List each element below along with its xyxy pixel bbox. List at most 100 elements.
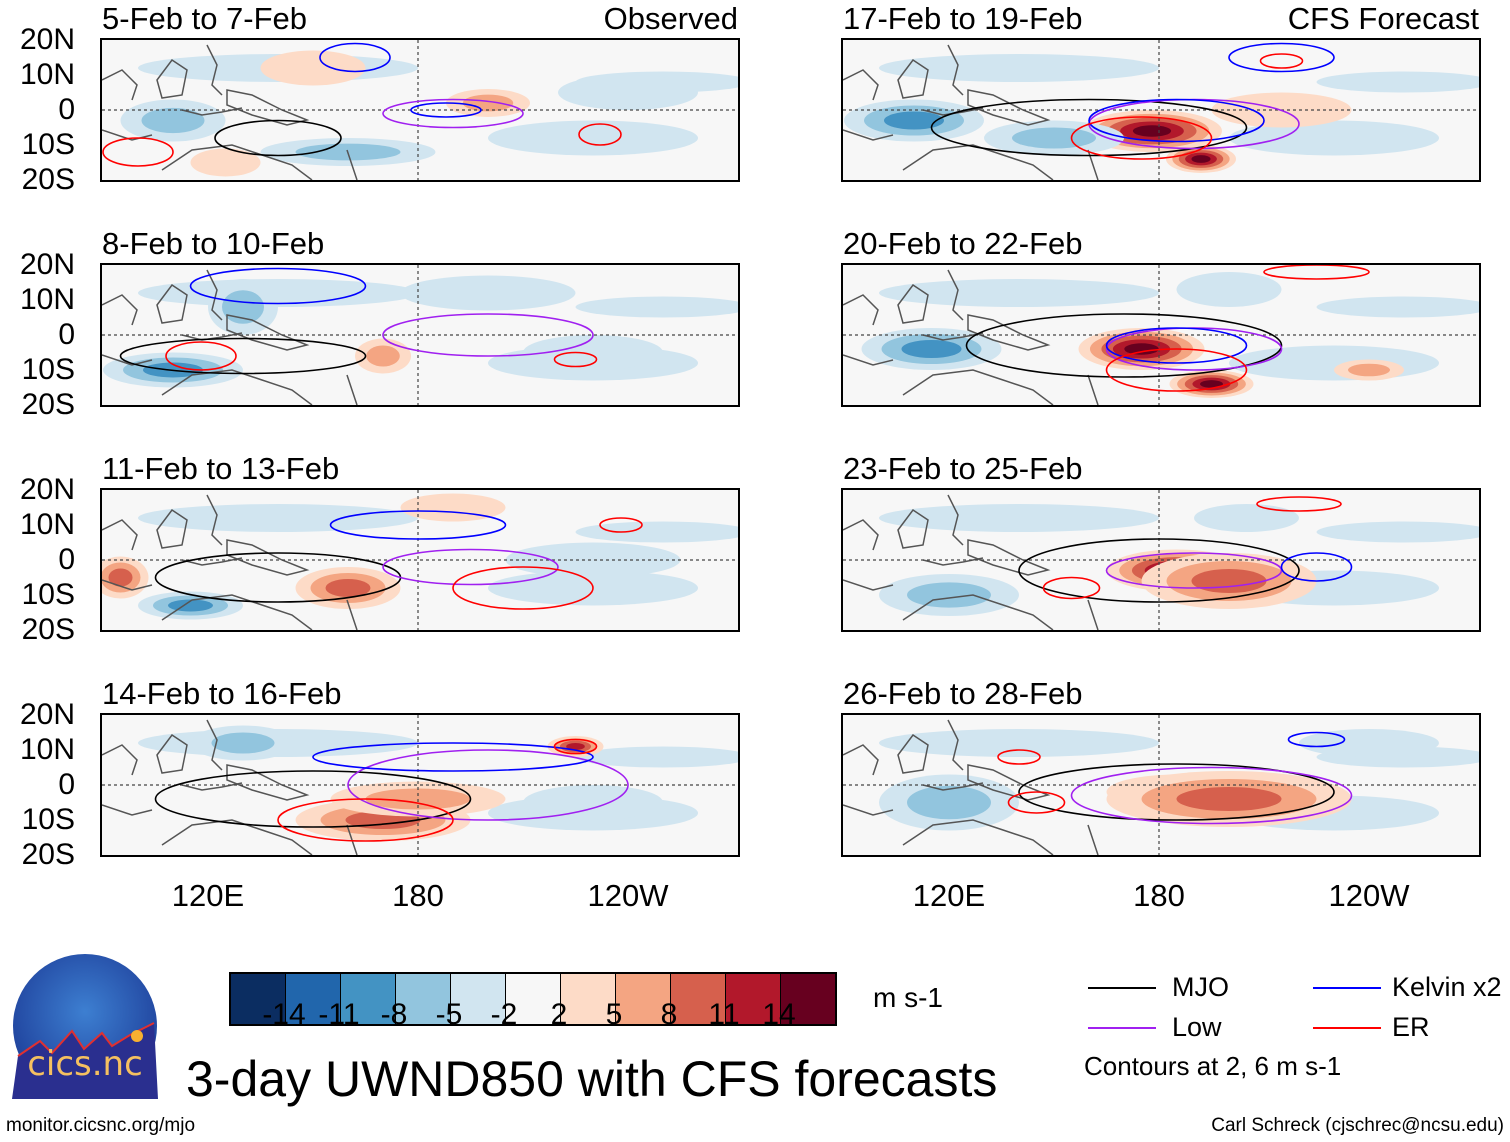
shading-blob xyxy=(211,732,275,754)
shading-blob xyxy=(879,54,1159,82)
shading-blob xyxy=(366,345,400,367)
shading-blob xyxy=(1124,343,1159,355)
map-panel xyxy=(841,713,1481,857)
map-panel xyxy=(100,38,740,182)
lon-tick-label: 120W xyxy=(587,878,669,913)
map-panel xyxy=(841,263,1481,407)
low-contour xyxy=(1105,552,1283,589)
kelvin-contour xyxy=(410,102,482,118)
kelvin-contour xyxy=(312,742,594,772)
er-contour xyxy=(1042,576,1101,600)
mjo-contour xyxy=(1018,763,1335,821)
kelvin-contour xyxy=(1105,327,1248,364)
er-contour xyxy=(1259,53,1304,69)
footer-credit: Carl Schreck (cjschrec@ncsu.edu) xyxy=(1211,1115,1504,1136)
shading-blob xyxy=(141,107,205,134)
lat-tick-label: 20N xyxy=(19,473,75,506)
shading-blob xyxy=(879,504,1159,532)
map-panel xyxy=(100,263,740,407)
kelvin-contour xyxy=(1228,42,1335,73)
colorbar xyxy=(229,972,837,1026)
shading-blob xyxy=(901,340,962,358)
low-contour xyxy=(347,749,629,821)
coastline xyxy=(843,44,1099,180)
panel-title: 14-Feb to 16-Feb xyxy=(102,676,342,711)
panel-title: 26-Feb to 28-Feb xyxy=(843,676,1083,711)
kelvin-contour xyxy=(189,267,367,305)
colorbar-swatch xyxy=(231,974,286,1024)
lat-tick-label: 20S xyxy=(21,388,75,421)
kelvin-contour xyxy=(1280,552,1353,582)
legend-mjo: MJO xyxy=(1172,972,1229,1002)
map-panel xyxy=(100,488,740,632)
mjo-contour xyxy=(214,119,342,157)
lat-tick-label: 0 xyxy=(58,768,75,801)
shading-blob xyxy=(400,275,576,311)
er-contour xyxy=(165,341,237,371)
shading-blob xyxy=(523,785,663,820)
colorbar-tick-label: 14 xyxy=(762,998,796,1031)
colorbar-swatch xyxy=(451,974,506,1024)
legend-er-line xyxy=(1313,1027,1381,1029)
low-contour xyxy=(1070,766,1353,825)
shading-blob xyxy=(1348,363,1390,377)
shading-blob xyxy=(1299,729,1439,757)
er-contour xyxy=(1070,116,1213,160)
shading-blob xyxy=(879,279,1159,307)
shading-blob xyxy=(1229,120,1439,156)
shading-blob xyxy=(884,111,944,130)
colorbar-tick-label: 8 xyxy=(660,998,678,1031)
lat-tick-label: 10S xyxy=(21,803,75,836)
shading-blob xyxy=(1200,380,1223,388)
panel-title: 17-Feb to 19-Feb xyxy=(843,1,1083,36)
colorbar-tick-label: -14 xyxy=(262,998,306,1031)
coastline xyxy=(843,269,1099,405)
shading-blob xyxy=(138,279,418,307)
legend-er: ER xyxy=(1392,1012,1430,1042)
shading-blob xyxy=(1012,127,1096,149)
shading-blob xyxy=(488,120,698,156)
lon-tick-label: 120W xyxy=(1328,878,1410,913)
colorbar-unit: m s-1 xyxy=(873,982,943,1013)
colorbar-swatch xyxy=(286,974,341,1024)
colorbar-tick-label: -2 xyxy=(490,998,518,1031)
shading-blob xyxy=(1176,272,1282,307)
kelvin-contour xyxy=(1088,98,1265,143)
column-label: Observed xyxy=(603,1,738,36)
colorbar-swatch xyxy=(671,974,726,1024)
lat-tick-label: 10S xyxy=(21,353,75,386)
footer-url[interactable]: monitor.cicsnc.org/mjo xyxy=(6,1115,196,1136)
shading-blob xyxy=(1316,296,1479,318)
cics-logo: cics.nc xyxy=(12,954,158,1099)
panel-title: 20-Feb to 22-Feb xyxy=(843,226,1083,261)
low-contour xyxy=(382,98,524,129)
colorbar-tick-label: 11 xyxy=(708,998,740,1031)
lat-tick-label: 10S xyxy=(21,578,75,611)
colorbar-swatch xyxy=(561,974,616,1024)
shading-blob xyxy=(1316,521,1479,543)
shading-blob xyxy=(1194,504,1299,532)
lat-tick-label: 20N xyxy=(19,698,75,731)
shading-blob xyxy=(879,729,1159,757)
er-contour xyxy=(277,798,454,842)
lat-tick-label: 20S xyxy=(21,163,75,196)
column-label: CFS Forecast xyxy=(1287,1,1479,36)
colorbar-swatch xyxy=(616,974,671,1024)
er-contour xyxy=(1263,265,1370,280)
shading-blob xyxy=(575,746,738,768)
coastline xyxy=(843,719,1099,855)
er-contour xyxy=(997,749,1041,765)
lat-tick-label: 20S xyxy=(21,613,75,646)
shading-blob xyxy=(907,582,991,608)
low-contour xyxy=(382,313,594,357)
lon-tick-label: 120E xyxy=(171,878,245,913)
lat-tick-label: 0 xyxy=(58,93,75,126)
colorbar-tick-label: -8 xyxy=(380,998,408,1031)
er-contour xyxy=(1007,791,1066,814)
lon-tick-label: 180 xyxy=(392,878,444,913)
lat-tick-label: 10S xyxy=(21,128,75,161)
colorbar-swatch xyxy=(726,974,781,1024)
shading-blob xyxy=(190,148,261,177)
mjo-contour xyxy=(119,337,367,375)
shading-blob xyxy=(575,296,738,318)
